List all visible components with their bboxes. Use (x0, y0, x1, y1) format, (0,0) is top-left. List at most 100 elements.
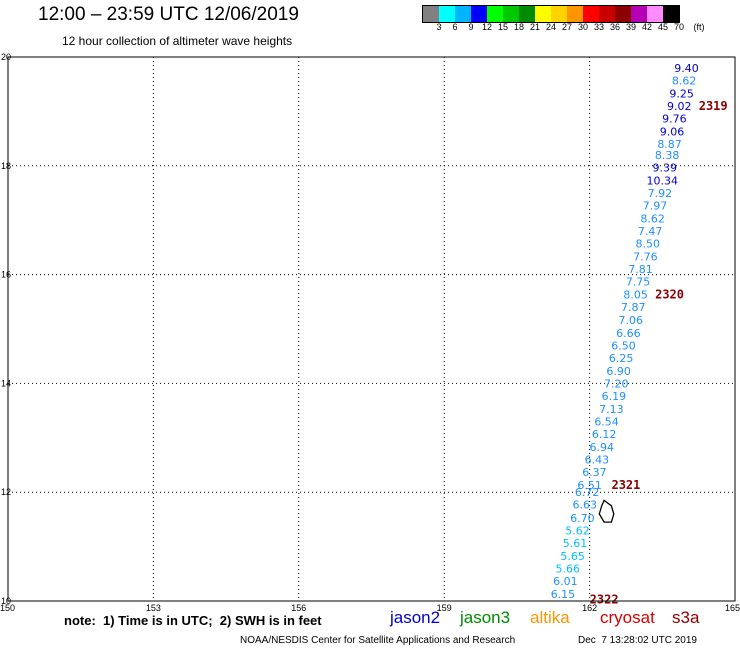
wave-height-colorbar (422, 5, 680, 23)
wave-height-value: 6.12 (592, 428, 617, 441)
wave-height-value: 7.81 (628, 263, 653, 276)
wave-height-value: 7.97 (643, 200, 668, 213)
colorbar-label: 12 (481, 22, 493, 32)
colorbar-swatch (647, 6, 663, 22)
wave-height-value: 6.72 (575, 486, 600, 499)
wave-height-value: 9.02 (667, 100, 692, 113)
wave-height-value: 9.76 (662, 112, 687, 125)
y-tick-label: 12 (1, 487, 11, 497)
wave-height-value: 6.01 (553, 575, 578, 588)
colorbar-label: 42 (641, 22, 653, 32)
y-tick-label: 18 (1, 161, 11, 171)
generation-timestamp: Dec 7 13:28:02 UTC 2019 (578, 635, 697, 646)
wave-height-value: 8.62 (640, 213, 665, 226)
satellite-cryosat: cryosat (600, 608, 655, 627)
wave-height-value: 5.61 (563, 537, 588, 550)
wave-height-value: 7.75 (626, 276, 651, 289)
colorbar-label: 39 (625, 22, 637, 32)
satellite-jason3: jason3 (460, 608, 511, 627)
colorbar-label: 45 (657, 22, 669, 32)
wave-height-value: 5.62 (565, 524, 590, 537)
colorbar-label: 70 (673, 22, 685, 32)
colorbar-label: 30 (577, 22, 589, 32)
colorbar-label: 15 (497, 22, 509, 32)
wave-height-value: 8.05 (623, 289, 648, 302)
wave-height-value: 8.62 (672, 74, 697, 87)
y-tick-label: 16 (1, 270, 11, 280)
colorbar-label: (ft) (693, 22, 705, 32)
wave-height-value: 6.51 (577, 479, 602, 492)
colorbar-swatch (615, 6, 631, 22)
wave-height-value: 6.15 (551, 588, 576, 601)
wave-height-value: 9.40 (674, 62, 699, 75)
satellite-s3a: s3a (672, 608, 700, 627)
colorbar-label: 9 (468, 22, 474, 32)
wave-height-value: 6.63 (573, 499, 598, 512)
x-tick-label: 153 (146, 603, 161, 613)
colorbar-label: 18 (513, 22, 525, 32)
wave-height-value: 5.66 (556, 562, 581, 575)
y-tick-label: 14 (1, 378, 11, 388)
wave-height-value: 8.38 (655, 149, 680, 162)
y-tick-label: 10 (1, 596, 11, 606)
axis-ticks: 150 153 156 159 162 165 10 12 14 16 18 20 (0, 52, 740, 613)
colorbar-swatch (471, 6, 487, 22)
wave-height-value: 8.87 (657, 138, 682, 151)
wave-height-value: 7.06 (619, 314, 644, 327)
colorbar-swatch (455, 6, 471, 22)
colorbar-swatch (487, 6, 503, 22)
pass-time-label: 2319 (699, 99, 728, 113)
x-tick-label: 162 (582, 603, 597, 613)
wave-height-value: 6.25 (609, 352, 634, 365)
colorbar-label: 21 (529, 22, 541, 32)
colorbar-swatch (663, 6, 679, 22)
colorbar-swatch (519, 6, 535, 22)
wave-height-value: 7.76 (633, 251, 658, 264)
satellite-jason2: jason2 (390, 608, 441, 627)
wave-height-value: 6.90 (606, 365, 631, 378)
x-tick-label: 150 (0, 603, 15, 613)
satellite-altika: altika (530, 608, 570, 627)
colorbar-swatch (599, 6, 615, 22)
pass-time-label: 2322 (590, 592, 619, 606)
pass-time-label: 2321 (611, 478, 640, 492)
wave-height-value: 9.06 (660, 126, 685, 139)
wave-height-value: 7.92 (648, 187, 673, 200)
colorbar-swatch (439, 6, 455, 22)
wave-height-value: 6.50 (611, 339, 636, 352)
wave-height-value: 6.37 (582, 466, 607, 479)
chart-title: 12:00 – 23:59 UTC 12/06/2019 (38, 4, 299, 25)
colorbar-swatch (583, 6, 599, 22)
wave-height-value: 7.13 (599, 403, 624, 416)
wave-height-value: 6.70 (570, 512, 595, 525)
x-tick-label: 156 (291, 603, 306, 613)
wave-height-value: 5.65 (560, 550, 585, 563)
colorbar-label: 36 (609, 22, 621, 32)
y-tick-label: 20 (1, 52, 11, 62)
colorbar-labels: 3 6 9 12 15 18 21 24 27 30 33 36 39 42 45 70 (ft) (422, 22, 740, 34)
wave-height-value: 6.54 (594, 415, 619, 428)
colorbar-label: 3 (436, 22, 442, 32)
wave-height-value: 6.94 (589, 441, 614, 454)
wave-height-value: 7.47 (638, 225, 663, 238)
island-coastline (598, 499, 615, 523)
wave-height-value: 9.25 (669, 87, 694, 100)
pass-time-label: 2320 (655, 288, 684, 302)
wave-height-value: 8.50 (636, 238, 661, 251)
wave-height-value: 7.87 (621, 301, 646, 314)
wave-height-value: 6.19 (602, 390, 627, 403)
map-frame (7, 56, 736, 602)
footnote: note: 1) Time is in UTC; 2) SWH is in fe… (64, 613, 322, 628)
pass-time-labels: 2319 2320 2321 2322 (590, 99, 728, 606)
wave-height-value: 7.20 (604, 377, 629, 390)
colorbar-label: 24 (545, 22, 557, 32)
credit-line: NOAA/NESDIS Center for Satellite Applica… (240, 635, 516, 646)
colorbar-swatch (567, 6, 583, 22)
colorbar-swatch (535, 6, 551, 22)
wave-height-value: 10.34 (647, 174, 679, 187)
x-tick-label: 165 (725, 603, 740, 613)
colorbar-swatch (551, 6, 567, 22)
colorbar-label: 33 (593, 22, 605, 32)
x-tick-label: 159 (437, 603, 452, 613)
